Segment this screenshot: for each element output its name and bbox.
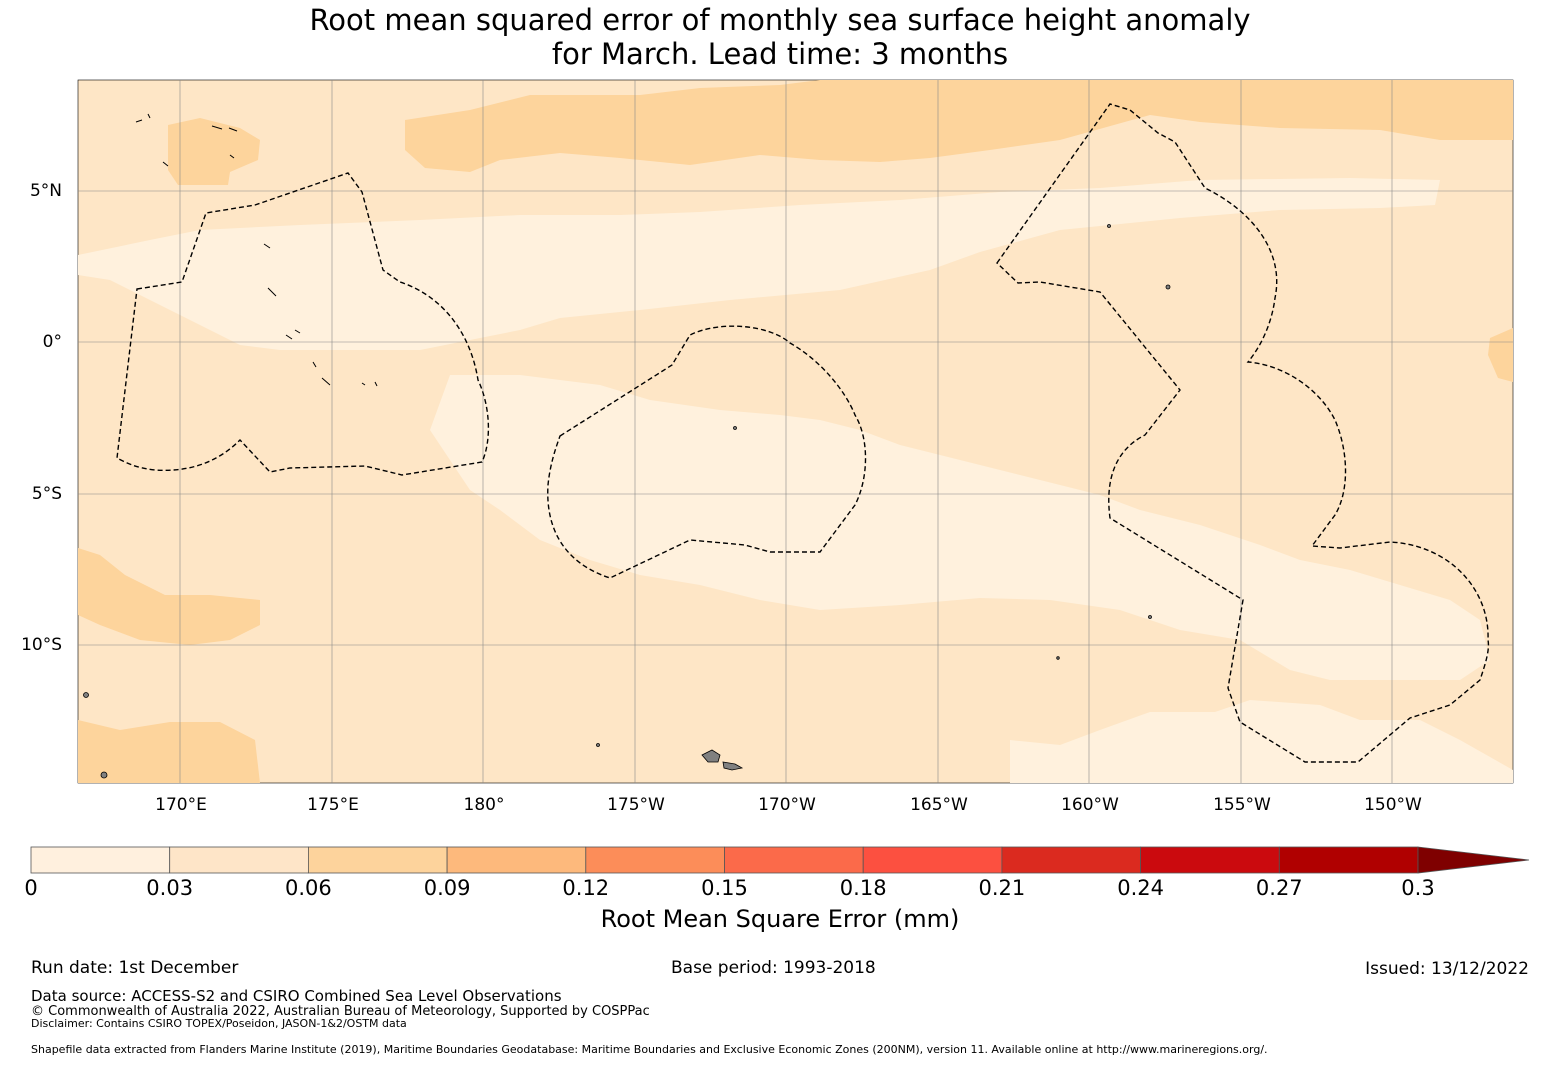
colorbar-segment: [169, 846, 309, 874]
rmse-patch-central: [430, 375, 1490, 680]
lat-label-5s: 5°S: [31, 484, 62, 504]
colorbar-tick: 0.24: [1117, 876, 1164, 900]
island-dot: [1107, 224, 1111, 228]
colorbar-tick: 0: [24, 876, 38, 900]
rmse-patch-sw2: [78, 720, 260, 783]
eez-kiribati-gilbert: [116, 172, 490, 476]
colorbar-segment: [862, 846, 1003, 874]
colorbar-tick: 0.03: [146, 876, 194, 900]
colorbar-segment: [446, 846, 587, 874]
copyright: © Commonwealth of Australia 2022, Austra…: [31, 1004, 650, 1019]
disclaimer: Disclaimer: Contains CSIRO TOPEX/Poseido…: [31, 1017, 407, 1030]
colorbar-tick: 0.12: [562, 876, 610, 900]
eez-line-islands: [996, 103, 1490, 763]
colorbar-tick: 0.21: [978, 876, 1026, 900]
lon-label-175e: 175°E: [307, 795, 359, 815]
lat-label-10s: 10°S: [21, 635, 62, 655]
colorbar-segment: [30, 846, 171, 874]
lat-label-5n: 5°N: [29, 181, 62, 201]
colorbar-extend-arrow: [1417, 846, 1530, 874]
island-dot: [733, 426, 737, 430]
lat-gridlines: [78, 190, 1513, 646]
island-dot: [1165, 284, 1171, 290]
islands: [83, 224, 1171, 779]
island-dot: [1148, 615, 1152, 619]
lon-label-180: 180°: [463, 795, 505, 815]
colorbar-label: Root Mean Square Error (mm): [600, 905, 960, 933]
data-source: Data source: ACCESS-S2 and CSIRO Combine…: [31, 987, 562, 1005]
lon-label-175w: 175°W: [607, 795, 665, 815]
colorbar-segment: [724, 846, 864, 874]
colorbar-segment: [1001, 846, 1142, 874]
colorbar-segment: [307, 846, 448, 874]
base-period: Base period: 1993-2018: [671, 958, 876, 978]
lon-label-155w: 155°W: [1213, 795, 1271, 815]
lon-label-160w: 160°W: [1061, 795, 1119, 815]
island-dot: [596, 743, 600, 747]
colorbar-tick: 0.06: [285, 876, 332, 900]
eez-phoenix: [547, 325, 867, 579]
run-date: Run date: 1st December: [31, 958, 239, 978]
samoa-island-2: [722, 761, 744, 771]
lon-label-165w: 165°W: [910, 795, 968, 815]
samoa-island: [701, 749, 721, 763]
map-title-line-1: Root mean squared error of monthly sea s…: [309, 3, 1251, 37]
colorbar-segment: [1140, 846, 1280, 874]
map-title-line-2: for March. Lead time: 3 months: [551, 37, 1009, 71]
eez-boundaries: [116, 103, 1490, 763]
rmse-patch-equatorial-west: [78, 178, 1440, 350]
rmse-patch-southeast: [1010, 700, 1513, 783]
colorbar-tick: 0.18: [839, 876, 887, 900]
colorbar-tick: 0.3: [1401, 876, 1435, 900]
lon-label-170w: 170°W: [758, 795, 816, 815]
colorbar-segment: [585, 846, 725, 874]
issued-date: Issued: 13/12/2022: [1365, 959, 1529, 979]
rmse-patch-nw: [168, 118, 260, 185]
island-dot: [100, 771, 108, 779]
island-dot: [1056, 656, 1060, 660]
rmse-map: [77, 79, 1514, 784]
lon-label-150w: 150°W: [1364, 795, 1422, 815]
colorbar-tick: 0.15: [701, 876, 748, 900]
colorbar-tick: 0.27: [1255, 876, 1303, 900]
colorbar-tick: 0.09: [423, 876, 471, 900]
colorbar-segment: [1278, 846, 1419, 874]
lon-gridlines: [179, 80, 1393, 783]
atolls: [135, 113, 378, 387]
shapefile-credit: Shapefile data extracted from Flanders M…: [31, 1043, 1268, 1056]
lon-label-170e: 170°E: [155, 795, 207, 815]
rmse-patch-sw: [78, 548, 260, 645]
lat-label-0: 0°: [42, 332, 62, 352]
rmse-patch-north: [405, 80, 1513, 172]
rmse-patch-east: [1488, 328, 1513, 382]
island-dot: [83, 692, 89, 698]
